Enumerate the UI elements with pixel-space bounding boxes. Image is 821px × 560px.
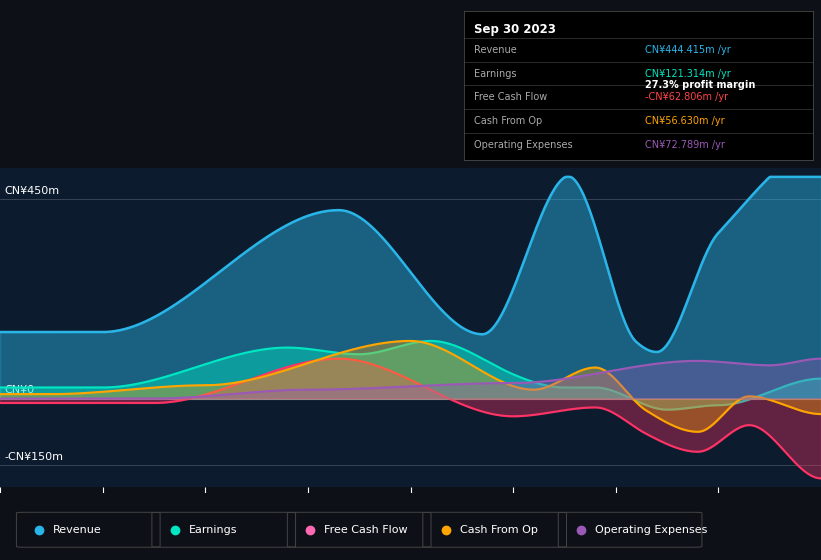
Text: -CN¥150m: -CN¥150m bbox=[4, 452, 63, 462]
Text: CN¥56.630m /yr: CN¥56.630m /yr bbox=[645, 116, 725, 126]
Text: Cash From Op: Cash From Op bbox=[475, 116, 543, 126]
Text: Revenue: Revenue bbox=[475, 45, 517, 55]
Text: Free Cash Flow: Free Cash Flow bbox=[324, 525, 408, 535]
Text: Sep 30 2023: Sep 30 2023 bbox=[475, 23, 556, 36]
Text: Earnings: Earnings bbox=[189, 525, 237, 535]
Text: CN¥444.415m /yr: CN¥444.415m /yr bbox=[645, 45, 731, 55]
Text: -CN¥62.806m /yr: -CN¥62.806m /yr bbox=[645, 92, 728, 102]
Text: Free Cash Flow: Free Cash Flow bbox=[475, 92, 548, 102]
Text: Operating Expenses: Operating Expenses bbox=[595, 525, 708, 535]
Text: Operating Expenses: Operating Expenses bbox=[475, 140, 573, 150]
Text: 27.3% profit margin: 27.3% profit margin bbox=[645, 81, 755, 90]
Text: CN¥121.314m /yr: CN¥121.314m /yr bbox=[645, 68, 731, 78]
Text: Revenue: Revenue bbox=[53, 525, 102, 535]
Text: CN¥72.789m /yr: CN¥72.789m /yr bbox=[645, 140, 725, 150]
Text: Earnings: Earnings bbox=[475, 68, 517, 78]
Text: CN¥450m: CN¥450m bbox=[4, 186, 59, 196]
Text: CN¥0: CN¥0 bbox=[4, 385, 34, 395]
Text: Cash From Op: Cash From Op bbox=[460, 525, 538, 535]
